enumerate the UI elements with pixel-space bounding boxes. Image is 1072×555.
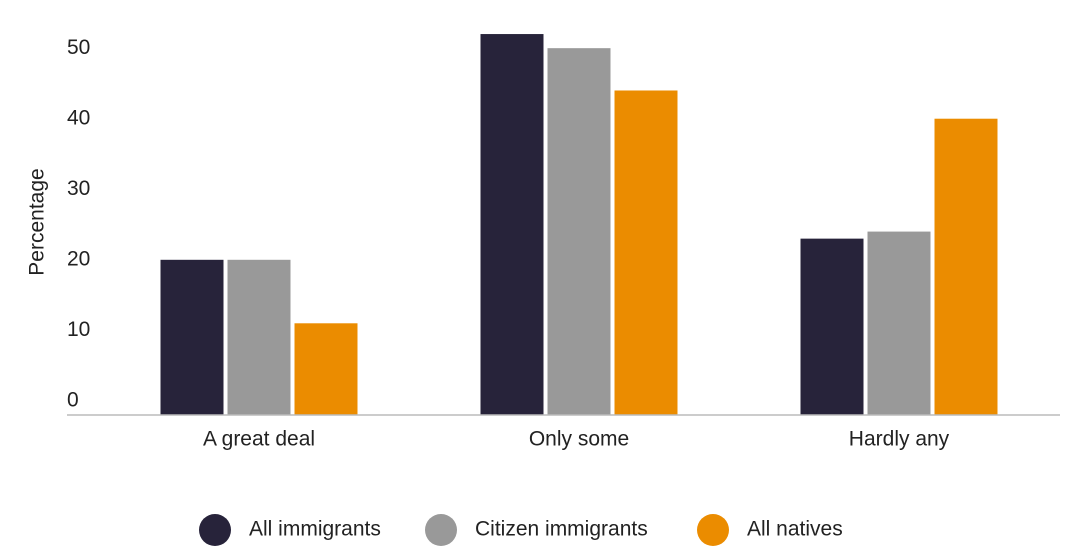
y-tick-label: 40 [67, 106, 90, 129]
bar [294, 323, 358, 415]
y-tick-label: 10 [67, 318, 90, 341]
y-axis-label: Percentage [26, 168, 49, 275]
bar [934, 118, 998, 415]
bar [480, 34, 544, 416]
bar [614, 90, 678, 415]
x-tick-label: Only some [529, 428, 629, 451]
y-tick-label: 30 [67, 177, 90, 200]
legend-label: Citizen immigrants [475, 518, 648, 541]
bar [227, 259, 291, 415]
legend-label: All natives [747, 518, 843, 541]
legend-swatch [697, 514, 729, 546]
legend-swatch [199, 514, 231, 546]
bar [547, 48, 611, 415]
bar [867, 231, 931, 415]
x-tick-label: A great deal [203, 428, 315, 451]
bar [160, 259, 224, 415]
y-tick-label: 50 [67, 36, 90, 59]
x-tick-label: Hardly any [849, 428, 950, 451]
legend-swatch [425, 514, 457, 546]
y-tick-label: 20 [67, 247, 90, 270]
bar [800, 238, 864, 415]
legend-label: All immigrants [249, 518, 381, 541]
y-tick-label: 0 [67, 389, 79, 412]
